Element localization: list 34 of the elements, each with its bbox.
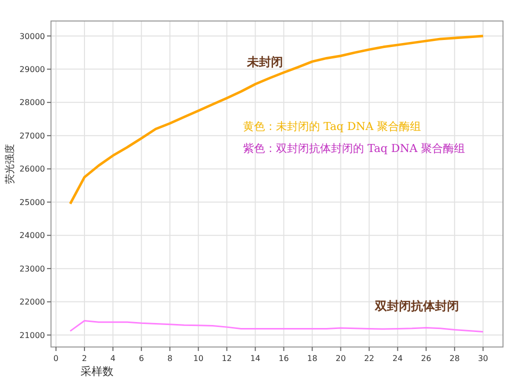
series-label: 未封闭 <box>246 55 283 69</box>
x-tick-label: 6 <box>138 354 144 363</box>
y-tick-label: 23000 <box>20 264 45 274</box>
y-tick-label: 29000 <box>20 64 45 74</box>
x-tick-label: 2 <box>82 354 87 363</box>
x-tick-label: 12 <box>222 354 232 363</box>
x-tick-label: 10 <box>193 354 204 363</box>
x-tick-label: 14 <box>250 354 260 363</box>
x-tick-label: 18 <box>307 354 318 363</box>
x-tick-label: 0 <box>53 354 59 363</box>
y-tick-label: 22000 <box>20 298 45 307</box>
series-label: 双封闭抗体封闭 <box>374 299 459 313</box>
line-series <box>68 34 484 206</box>
x-tick-label: 26 <box>421 354 432 363</box>
y-tick-label: 24000 <box>20 231 45 240</box>
x-tick-label: 28 <box>450 354 460 363</box>
y-tick-label: 25000 <box>20 198 45 207</box>
x-tick-label: 20 <box>336 354 346 363</box>
x-axis-title: 采样数 <box>80 365 114 378</box>
annotation: 紫色：双封闭抗体封闭的 Taq DNA 聚合酶组 <box>243 142 465 155</box>
y-axis-title: 荧光强度 <box>4 144 16 184</box>
x-tick-label: 4 <box>110 354 116 363</box>
y-tick-label: 27000 <box>20 131 45 140</box>
y-tick-label: 28000 <box>20 98 45 108</box>
x-tick-label: 22 <box>364 354 374 363</box>
x-tick-label: 24 <box>392 354 403 363</box>
x-tick-label: 16 <box>278 354 289 363</box>
line-series <box>69 320 484 332</box>
y-tick-label: 26000 <box>20 164 45 174</box>
y-tick-label: 21000 <box>20 330 45 340</box>
annotation: 黄色：未封闭的 Taq DNA 聚合酶组 <box>243 120 421 133</box>
x-tick-label: 8 <box>167 354 172 363</box>
y-tick-label: 30000 <box>20 32 45 41</box>
x-tick-label: 30 <box>478 354 488 363</box>
